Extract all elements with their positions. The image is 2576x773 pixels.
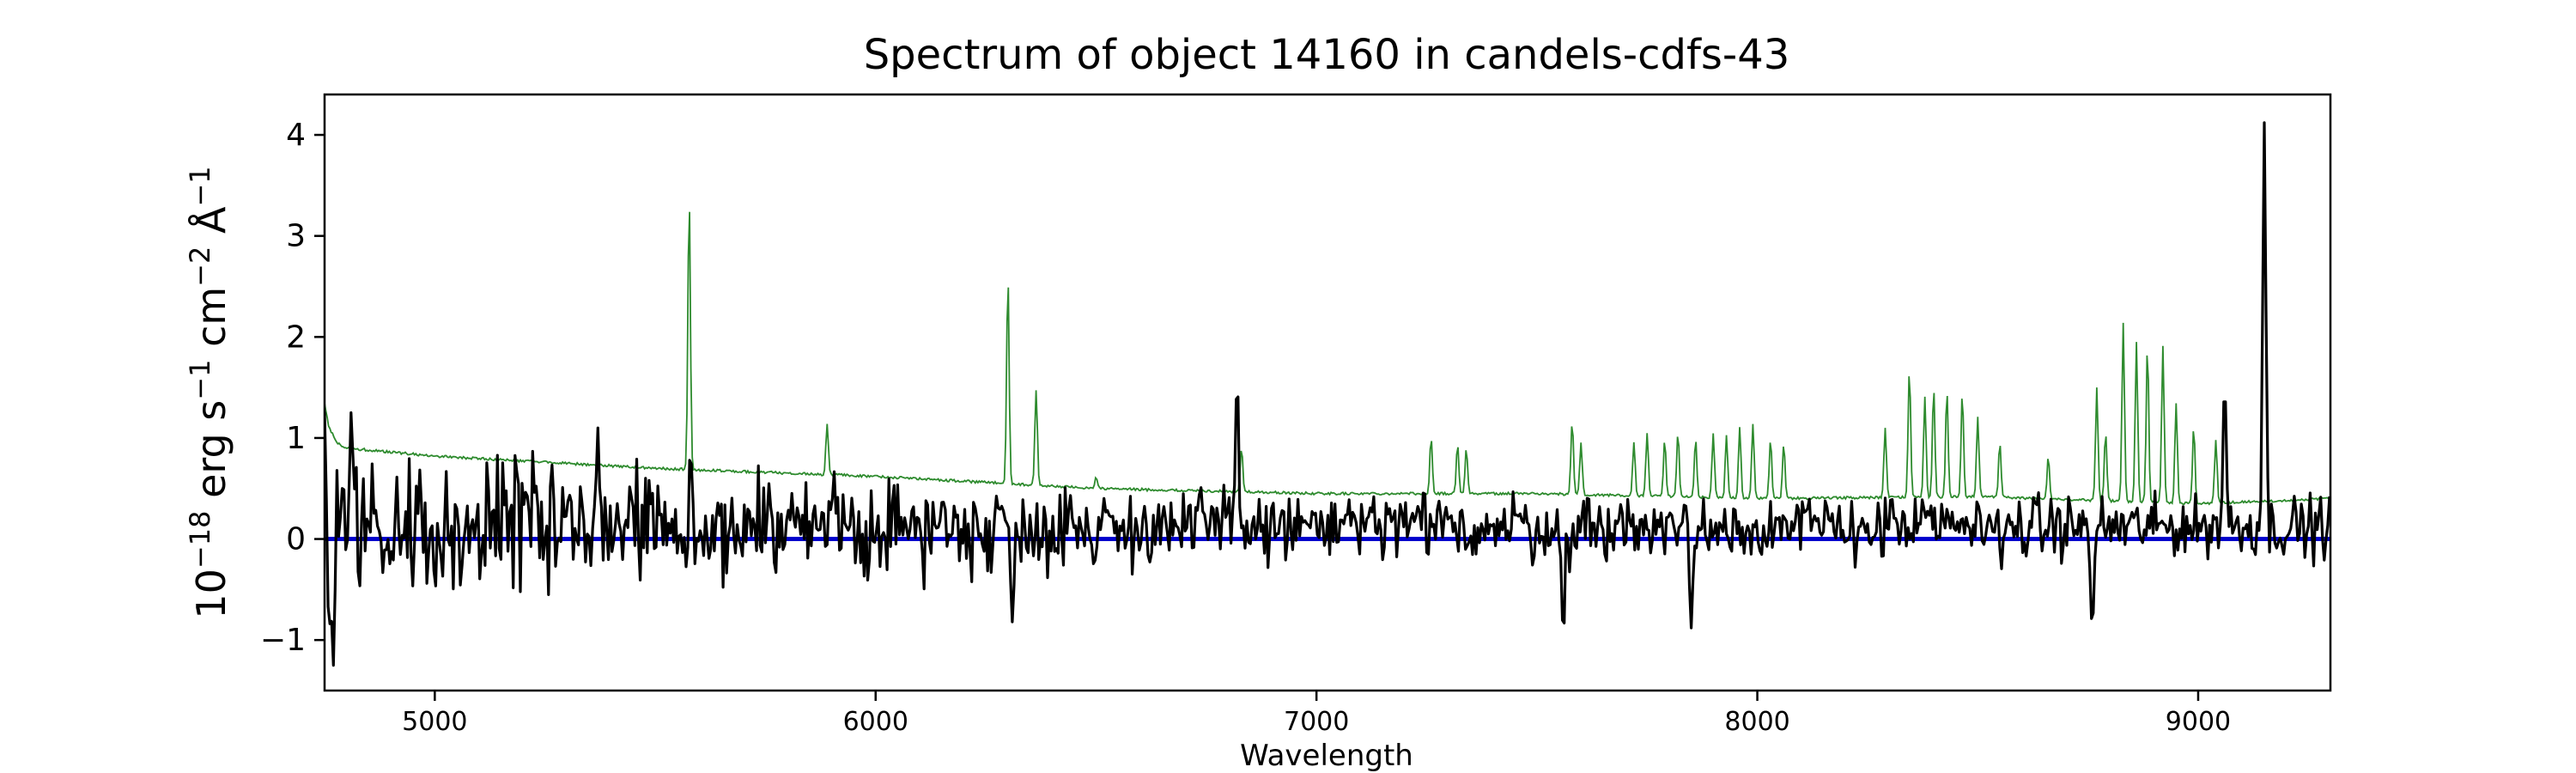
- y-tick-label: 0: [286, 522, 306, 557]
- x-axis: 5000 6000 7000 8000 9000: [402, 691, 2231, 737]
- x-tick-label: 9000: [2166, 707, 2231, 737]
- y-tick-label: 3: [286, 219, 306, 254]
- y-tick-label: 2: [286, 320, 306, 355]
- chart-title: Spectrum of object 14160 in candels-cdfs…: [864, 31, 1790, 79]
- x-tick-label: 8000: [1724, 707, 1789, 737]
- y-axis: −1 0 1 2 3 4: [260, 118, 325, 658]
- y-axis-label: 10−18 erg s−1 cm−2 Å−1: [184, 166, 234, 618]
- x-axis-label: Wavelength: [1240, 739, 1413, 773]
- y-axis-label-unit2: cm: [188, 287, 234, 360]
- x-tick-label: 7000: [1284, 707, 1349, 737]
- y-axis-label-exp4: −1: [184, 166, 216, 206]
- plot-area: [323, 93, 2332, 692]
- series-layer: [325, 121, 2330, 667]
- x-tick-label: 6000: [843, 707, 908, 737]
- y-tick-label: 1: [286, 421, 306, 456]
- plot-frame: [323, 93, 2332, 692]
- y-axis-label-exp2: −1: [184, 360, 216, 400]
- y-axis-label-exp: −18: [184, 511, 216, 569]
- y-axis-label-unit3: Å: [188, 206, 234, 247]
- y-tick-label: −1: [260, 623, 306, 658]
- noise-spectrum-line: [325, 211, 2330, 506]
- y-axis-label-unit1: erg s: [188, 400, 234, 511]
- y-tick-label: 4: [286, 118, 306, 153]
- y-axis-label-base: 10: [188, 569, 234, 619]
- y-axis-label-exp3: −2: [184, 247, 216, 287]
- x-tick-label: 5000: [402, 707, 467, 737]
- flux-spectrum-line: [325, 121, 2330, 667]
